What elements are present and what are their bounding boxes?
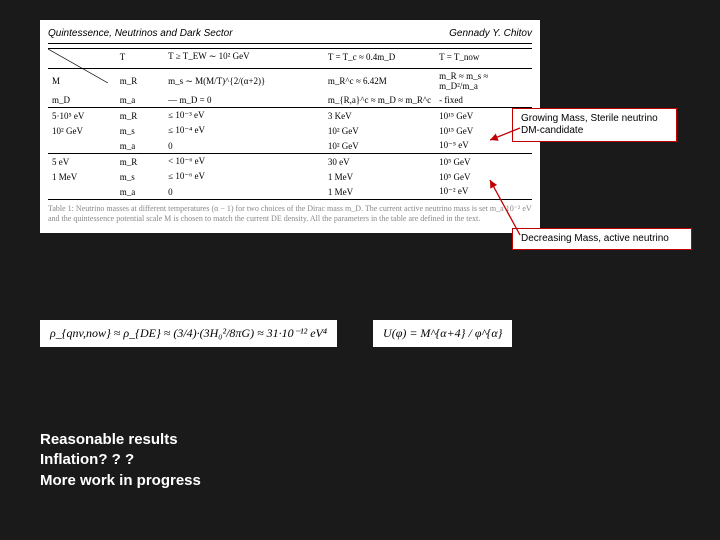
cell: 0 bbox=[164, 138, 324, 154]
bottom-notes: Reasonable results Inflation? ? ? More w… bbox=[40, 430, 201, 491]
table-caption: Table 1: Neutrino masses at different te… bbox=[48, 204, 532, 225]
cell: m_{R,a}^c ≈ m_D ≈ m_R^c bbox=[324, 93, 435, 108]
callout-sterile: Growing Mass, Sterile neutrino DM-candid… bbox=[512, 108, 677, 142]
equation-density: ρ_{qnv,now} ≈ ρ_{DE} ≈ (3/4)·(3H₀²/8πG) … bbox=[40, 320, 337, 347]
equation-potential: U(φ) = M^{α+4} / φ^{α} bbox=[373, 320, 512, 347]
cell: 1 MeV bbox=[324, 184, 435, 200]
cell: 10⁵ GeV bbox=[435, 169, 532, 184]
cell: < 10⁻⁶ eV bbox=[164, 154, 324, 170]
th: T = T_now bbox=[435, 49, 532, 65]
cell bbox=[48, 184, 116, 200]
cell: ≤ 10⁻⁶ eV bbox=[164, 169, 324, 184]
cell: 10⁻² eV bbox=[435, 184, 532, 200]
cell: 1 MeV bbox=[48, 169, 116, 184]
cell: m_s ∼ M(M/T)^{2/(α+2)} bbox=[164, 69, 324, 94]
cell: 10⁵ GeV bbox=[435, 154, 532, 170]
cell: m_R bbox=[116, 154, 164, 170]
callout-line: DM-candidate bbox=[521, 125, 668, 137]
cell: 0 bbox=[164, 184, 324, 200]
equations-row: ρ_{qnv,now} ≈ ρ_{DE} ≈ (3/4)·(3H₀²/8πG) … bbox=[40, 320, 512, 347]
cell: 10² GeV bbox=[48, 123, 116, 138]
cell: 30 eV bbox=[324, 154, 435, 170]
cell: m_a bbox=[116, 138, 164, 154]
cell: m_R bbox=[116, 108, 164, 124]
cell: 5 eV bbox=[48, 154, 116, 170]
note-line: More work in progress bbox=[40, 471, 201, 491]
th: T = T_c ≈ 0.4m_D bbox=[324, 49, 435, 65]
cell: 1 MeV bbox=[324, 169, 435, 184]
cell: m_D bbox=[48, 93, 116, 108]
callout-active: Decreasing Mass, active neutrino bbox=[512, 228, 692, 250]
paper-header: Quintessence, Neutrinos and Dark Sector … bbox=[48, 28, 532, 44]
cell: — m_D = 0 bbox=[164, 93, 324, 108]
cell: m_R ≈ m_s ≈ m_D²/m_a bbox=[435, 69, 532, 94]
paper-panel: Quintessence, Neutrinos and Dark Sector … bbox=[40, 20, 540, 233]
cell: 5·10⁵ eV bbox=[48, 108, 116, 124]
cell: 10² GeV bbox=[324, 138, 435, 154]
cell: m_s bbox=[116, 123, 164, 138]
paper-author: Gennady Y. Chitov bbox=[449, 28, 532, 39]
th: T bbox=[116, 49, 164, 65]
cell: m_s bbox=[116, 169, 164, 184]
cell: m_R bbox=[116, 69, 164, 94]
cell: m_a bbox=[116, 184, 164, 200]
cell: 10² GeV bbox=[324, 123, 435, 138]
note-line: Reasonable results bbox=[40, 430, 201, 450]
cell: ≤ 10⁻³ eV bbox=[164, 108, 324, 124]
diag-cell bbox=[48, 49, 116, 69]
paper-title: Quintessence, Neutrinos and Dark Sector bbox=[48, 28, 233, 39]
callout-line: Growing Mass, Sterile neutrino bbox=[521, 113, 668, 125]
th: T ≥ T_EW ∼ 10² GeV bbox=[164, 49, 324, 65]
cell: ≤ 10⁻⁴ eV bbox=[164, 123, 324, 138]
cell: - fixed bbox=[435, 93, 532, 108]
cell bbox=[48, 138, 116, 154]
mass-table: T T ≥ T_EW ∼ 10² GeV T = T_c ≈ 0.4m_D T … bbox=[48, 48, 532, 200]
cell: m_R^c ≈ 6.42M bbox=[324, 69, 435, 94]
note-line: Inflation? ? ? bbox=[40, 450, 201, 470]
cell: 3 KeV bbox=[324, 108, 435, 124]
cell: m_a bbox=[116, 93, 164, 108]
